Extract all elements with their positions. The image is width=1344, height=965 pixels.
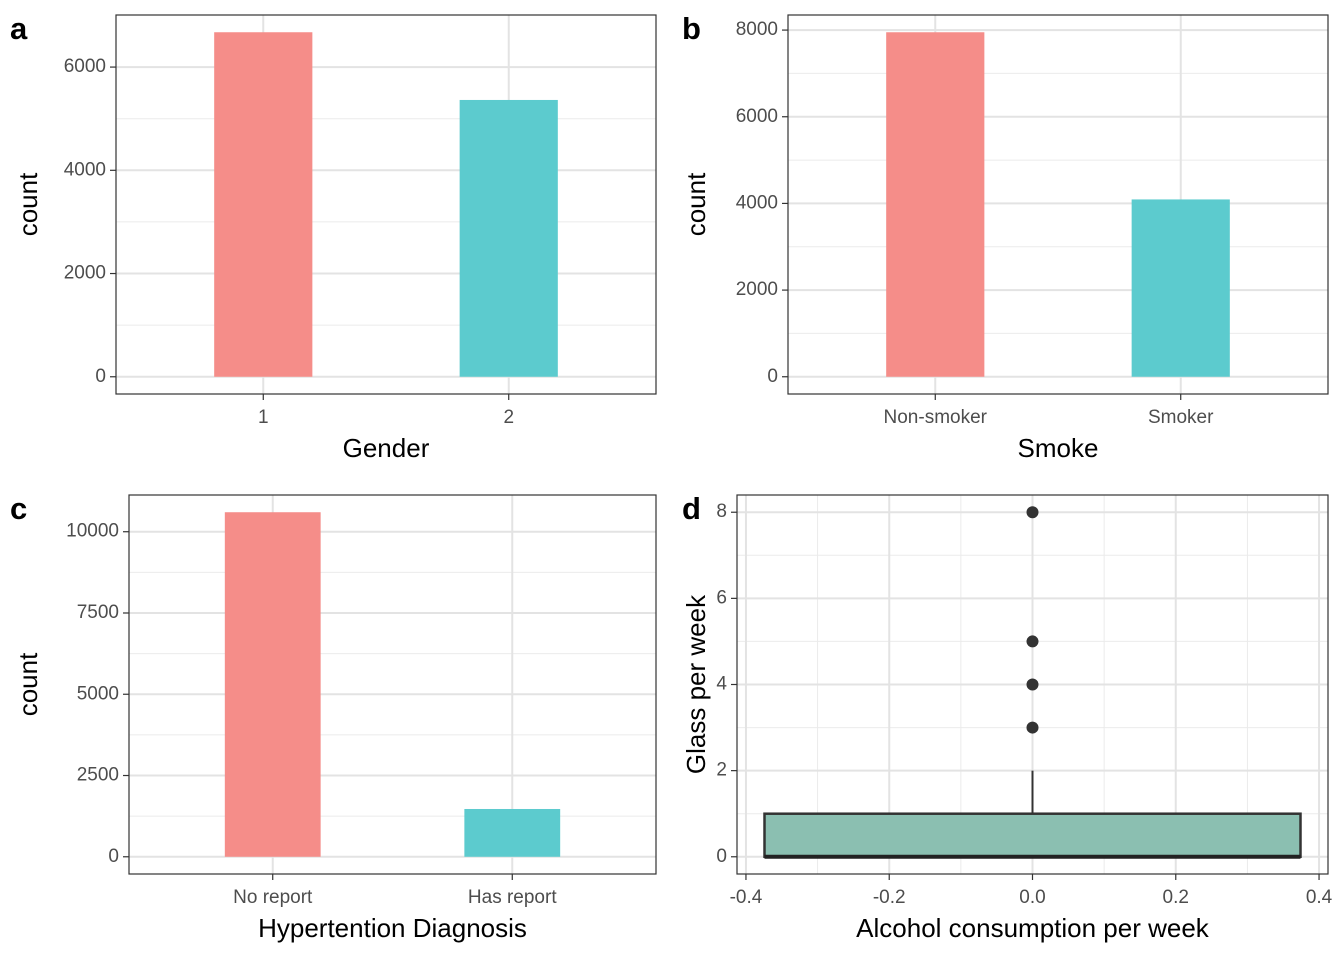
bar <box>214 32 313 377</box>
x-tick-label: 0.4 <box>1306 887 1333 908</box>
x-axis-title: Hypertention Diagnosis <box>258 913 527 943</box>
panel-label: a <box>10 11 28 46</box>
y-tick-label: 4 <box>716 674 727 695</box>
x-tick-label: Non-smoker <box>884 407 988 428</box>
panel-border <box>115 14 657 395</box>
x-tick-label: -0.2 <box>873 887 906 908</box>
x-axis-title: Smoke <box>1018 433 1099 463</box>
y-tick-label: 6000 <box>64 56 106 77</box>
panel-label: d <box>682 491 701 526</box>
y-tick-label: 7500 <box>77 602 119 623</box>
y-tick-label: 8000 <box>736 19 778 40</box>
y-tick-label: 0 <box>108 846 119 867</box>
y-tick-label: 6000 <box>736 106 778 127</box>
y-tick-label: 0 <box>716 846 727 867</box>
x-tick-label: 0.2 <box>1163 887 1189 908</box>
outlier <box>1026 678 1039 691</box>
y-tick-label: 0 <box>767 366 778 387</box>
y-tick-label: 2 <box>716 760 727 781</box>
y-tick-label: 4000 <box>64 159 106 180</box>
y-tick-label: 2000 <box>736 279 778 300</box>
bar <box>1131 199 1230 377</box>
panel-background <box>129 495 656 874</box>
y-tick-label: 2500 <box>77 765 119 786</box>
x-axis-title: Gender <box>343 433 430 463</box>
outlier <box>1026 635 1039 648</box>
outlier <box>1026 506 1039 519</box>
y-tick-label: 6 <box>716 587 727 608</box>
y-axis-title: count <box>681 172 711 236</box>
x-tick-label: Has report <box>468 887 557 908</box>
panel-border <box>128 494 657 875</box>
y-axis-title: Glass per week <box>681 594 711 774</box>
x-tick-label: 1 <box>258 407 269 428</box>
y-tick-label: 8 <box>716 501 727 522</box>
x-tick-label: -0.4 <box>730 887 763 908</box>
y-tick-label: 2000 <box>64 263 106 284</box>
y-tick-label: 0 <box>95 366 106 387</box>
y-tick-label: 4000 <box>736 192 778 213</box>
x-tick-label: Smoker <box>1148 407 1214 428</box>
y-axis-title: count <box>13 172 43 236</box>
panel-background <box>788 15 1328 394</box>
outlier <box>1026 721 1039 734</box>
panel-border <box>787 14 1329 395</box>
y-tick-label: 10000 <box>66 521 119 542</box>
panel-label: c <box>10 491 27 526</box>
box <box>763 812 1302 859</box>
bar <box>224 512 321 857</box>
bar <box>464 808 561 857</box>
y-axis-title: count <box>13 652 43 716</box>
x-tick-label: 2 <box>503 407 514 428</box>
panel-background <box>116 15 656 394</box>
x-axis-title: Alcohol consumption per week <box>856 913 1210 943</box>
bar <box>886 32 985 377</box>
bar <box>459 99 558 377</box>
y-tick-label: 5000 <box>77 683 119 704</box>
panel-label: b <box>682 11 701 46</box>
x-tick-label: No report <box>233 887 313 908</box>
x-tick-label: 0.0 <box>1019 887 1045 908</box>
